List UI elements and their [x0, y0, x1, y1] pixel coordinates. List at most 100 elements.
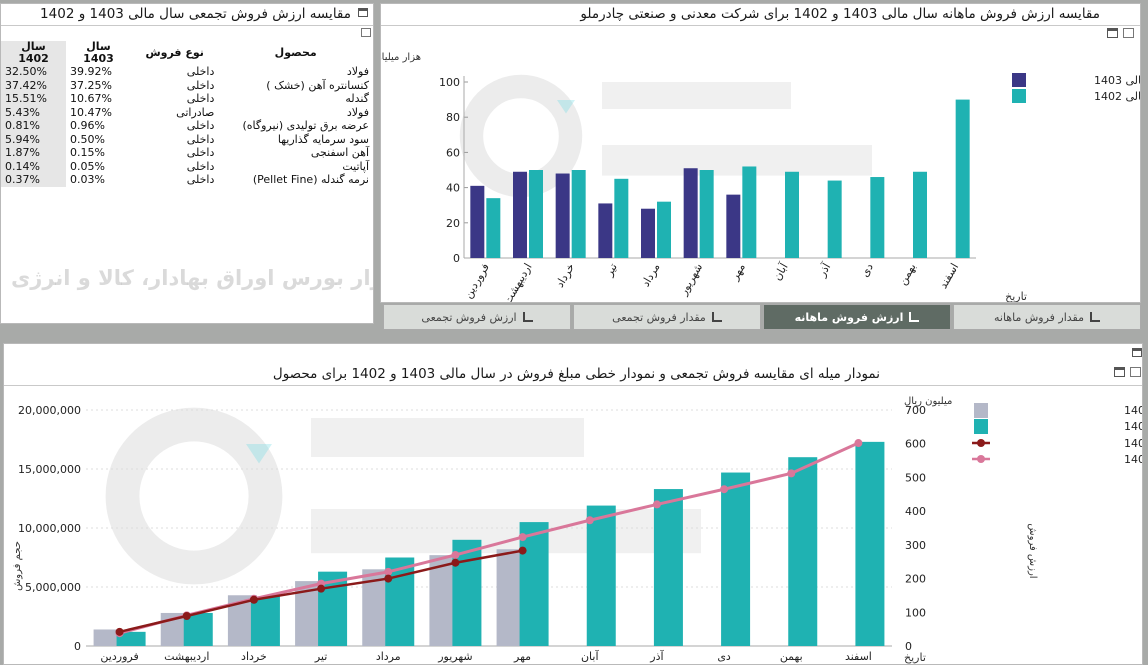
cell-product: سود سرمایه گذاریها [277, 132, 369, 146]
x-tick-label: تیر [602, 261, 620, 279]
x-tick-label: بهمن [780, 650, 803, 663]
col-1402[interactable]: سال 1402 [1, 41, 66, 65]
tab-cumulative-quantity[interactable]: مقدار فروش تجمعی [573, 304, 761, 330]
point-value-1403 [182, 611, 191, 620]
table-row[interactable]: فولاد صادراتی 10.47% 5.43% [1, 105, 373, 119]
cell-1402: 32.50% [1, 65, 66, 79]
bar-1403 [641, 208, 655, 258]
point-value-1403 [249, 595, 258, 604]
cell-product: آپاتیت [342, 159, 369, 173]
point-value-1402 [585, 516, 594, 525]
legend-marker [977, 455, 985, 463]
window-icon[interactable] [358, 8, 368, 17]
export-icon[interactable] [1130, 367, 1141, 377]
bar-1402 [827, 180, 842, 258]
save-icon[interactable] [1107, 28, 1118, 38]
point-value-1402 [384, 567, 393, 576]
bar-1403 [683, 168, 698, 258]
x-tick-label: اسفند [937, 261, 962, 291]
tab-cumulative-value[interactable]: ارزش فروش تجمعی [383, 304, 571, 330]
table-menu-icon[interactable] [361, 28, 371, 37]
table-row[interactable]: کنسانتره آهن (خشک ) داخلی 37.25% 37.42% [1, 78, 373, 92]
x-tick-label: اسفند [845, 650, 872, 663]
cell-sale-type: داخلی [186, 146, 215, 159]
table-row[interactable]: آهن اسفنجی داخلی 0.15% 1.87% [1, 146, 373, 160]
bar-1403 [470, 185, 485, 258]
watermark-logo-icon [246, 444, 272, 464]
tab-monthly-value[interactable]: ارزش فروش ماهانه [763, 304, 951, 330]
panel-header: مقایسه ارزش فروش تجمعی سال مالی 1403 و 1… [1, 4, 373, 26]
bar-1402 [529, 170, 543, 258]
cell-1402: 0.14% [1, 159, 66, 173]
panel-header: نمودار میله ای مقایسه فروش تجمعی و نمودا… [4, 364, 1142, 386]
point-value-1403 [451, 558, 460, 567]
table-row[interactable]: نرمه گندله (Pellet Fine) داخلی 0.03% 0.37% [1, 173, 373, 187]
legend-label: ارزش فروش تجمعی 1403 [1124, 437, 1143, 450]
x-tick-label: مهر [728, 261, 748, 283]
col-sale-type[interactable]: نوع فروش [145, 46, 204, 60]
tab-label: مقدار فروش تجمعی [612, 311, 706, 324]
save-icon[interactable] [1114, 367, 1125, 377]
bar-chart-icon [1090, 312, 1100, 322]
point-value-1402 [451, 550, 460, 559]
line-chart-icon [522, 312, 533, 322]
table-row[interactable]: فولاد داخلی 39.92% 32.50% [1, 65, 373, 79]
y-right-tick-label: 0 [905, 640, 912, 653]
cell-sale-type: داخلی [186, 119, 215, 132]
bar-volume-1402 [788, 457, 818, 646]
table-row[interactable]: گندله داخلی 10.67% 15.51% [1, 92, 373, 106]
cell-1403: 0.03% [70, 173, 105, 186]
cell-sale-type: داخلی [186, 78, 215, 92]
point-value-1402 [652, 500, 661, 509]
cell-sale-type: داخلی [186, 159, 215, 173]
cell-product: فولاد [346, 105, 369, 119]
x-tick-label: مرداد [639, 261, 663, 289]
bar-1403 [726, 194, 741, 258]
tab-monthly-quantity[interactable]: مقدار فروش ماهانه [953, 304, 1141, 330]
watermark-logo-icon [311, 509, 701, 554]
y-right-axis-label: ارزش فروش [1027, 523, 1038, 578]
y-left-tick-label: 15,000,000 [18, 463, 81, 476]
table-row[interactable]: سود سرمایه گذاریها داخلی 0.50% 5.94% [1, 132, 373, 146]
y-tick-label: 20 [446, 217, 460, 230]
y-right-tick-label: 100 [905, 606, 926, 619]
col-1403[interactable]: سال 1403 [83, 40, 114, 65]
point-value-1403 [384, 574, 393, 583]
bar-1402 [571, 170, 586, 258]
cell-sale-type: داخلی [186, 173, 215, 186]
y-axis-label: هزار میلیارد ریال [381, 52, 421, 63]
col-product[interactable]: محصول [274, 46, 317, 60]
monthly-chart-title: مقایسه ارزش فروش ماهانه سال مالی 1403 و … [580, 6, 1100, 22]
cell-1402: 5.43% [1, 105, 66, 119]
bar-1402 [913, 171, 927, 258]
legend-label: سال مالی 1403 [1094, 74, 1141, 87]
bar-volume-1402 [721, 472, 751, 646]
x-tick-label: اردیبهشت [164, 650, 209, 663]
x-tick-label: آبان [770, 260, 791, 283]
y-left-tick-label: 0 [74, 640, 81, 653]
watermark-text: کارگزار بورس اوراق بهادار، کالا و انرژی [11, 266, 373, 290]
export-icon[interactable] [1123, 28, 1134, 38]
cumulative-chart: 0 5,000,000 10,000,000 15,000,000 20,000,000… [12, 396, 1143, 664]
point-value-1402 [518, 533, 527, 542]
bar-1402 [657, 201, 671, 258]
table-row[interactable]: عرضه برق تولیدی (نیروگاه) داخلی 0.96% 0.81% [1, 119, 373, 133]
bar-volume-1402 [653, 489, 683, 646]
right-unit-label: میلیون ریال [904, 396, 952, 407]
x-tick-label: شهریور [437, 650, 472, 663]
table-row[interactable]: آپاتیت داخلی 0.05% 0.14% [1, 159, 373, 173]
cell-sale-type: داخلی [186, 92, 215, 105]
point-value-1403 [115, 627, 124, 636]
cell-product: گندله [345, 92, 369, 105]
cell-1402: 0.81% [1, 119, 66, 133]
x-tick-label: شهریور [676, 261, 705, 298]
bar-1403 [513, 171, 527, 258]
window-icon[interactable] [1132, 348, 1142, 357]
x-tick-label: آذر [649, 649, 664, 663]
y-right-tick-label: 600 [905, 438, 926, 451]
tab-label: ارزش فروش تجمعی [421, 311, 517, 324]
y-right-tick-label: 200 [905, 573, 926, 586]
x-tick-label: آذر [814, 260, 834, 280]
x-axis-label: تاریخ [904, 651, 926, 664]
legend-label: حجم فروش تجمعی 1402 [1124, 420, 1143, 433]
